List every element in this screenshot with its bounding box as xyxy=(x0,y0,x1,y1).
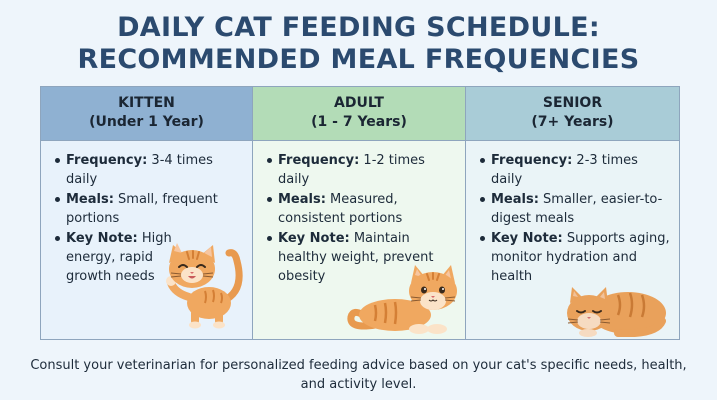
item-text: High energy, rapid growth needs xyxy=(66,231,172,284)
list-item: Key Note: High energy, rapid growth need… xyxy=(53,229,246,286)
adult-age: (1 - 7 Years) xyxy=(311,114,407,130)
senior-column: SENIOR (7+ Years) Frequency: 2-3 times d… xyxy=(466,87,679,339)
item-text: Supports aging, monitor hydration and he… xyxy=(491,231,670,284)
senior-header: SENIOR (7+ Years) xyxy=(466,87,679,141)
adult-list: Frequency: 1-2 times daily Meals: Measur… xyxy=(265,151,459,286)
senior-name: SENIOR xyxy=(542,95,603,111)
item-label: Meals: xyxy=(491,192,539,207)
title-line-2: RECOMMENDED MEAL FREQUENCIES xyxy=(77,44,640,75)
kitten-list: Frequency: 3-4 times daily Meals: Small,… xyxy=(53,151,246,286)
adult-body: Frequency: 1-2 times daily Meals: Measur… xyxy=(253,141,465,339)
adult-column: ADULT (1 - 7 Years) Frequency: 1-2 times… xyxy=(253,87,466,339)
item-text: 1-2 times daily xyxy=(278,153,425,187)
item-text: Maintain healthy weight, prevent obesity xyxy=(278,231,434,284)
kitten-header: KITTEN (Under 1 Year) xyxy=(41,87,252,141)
list-item: Key Note: Maintain healthy weight, preve… xyxy=(265,229,459,286)
kitten-body: Frequency: 3-4 times daily Meals: Small,… xyxy=(41,141,252,339)
item-text: Measured, consistent portions xyxy=(278,192,403,226)
senior-list: Frequency: 2-3 times daily Meals: Smalle… xyxy=(478,151,673,286)
adult-header: ADULT (1 - 7 Years) xyxy=(253,87,465,141)
list-item: Frequency: 3-4 times daily xyxy=(53,151,246,189)
list-item: Key Note: Supports aging, monitor hydrat… xyxy=(478,229,673,286)
item-label: Meals: xyxy=(278,192,326,207)
footer-note: Consult your veterinarian for personaliz… xyxy=(30,358,687,392)
kitten-name: KITTEN xyxy=(118,95,175,111)
item-label: Key Note: xyxy=(278,231,350,246)
senior-age: (7+ Years) xyxy=(531,114,614,130)
sleeping-senior-cat-icon xyxy=(567,287,666,337)
item-label: Frequency: xyxy=(491,153,573,168)
list-item: Meals: Small, frequent portions xyxy=(53,190,246,228)
item-label: Frequency: xyxy=(278,153,360,168)
list-item: Frequency: 2-3 times daily xyxy=(478,151,673,189)
list-item: Meals: Smaller, easier-to-digest meals xyxy=(478,190,673,228)
item-text: 2-3 times daily xyxy=(491,153,638,187)
item-text: Small, frequent portions xyxy=(66,192,218,226)
item-label: Key Note: xyxy=(491,231,563,246)
title-line-1: DAILY CAT FEEDING SCHEDULE: xyxy=(117,12,600,43)
resting-adult-cat-icon xyxy=(347,265,457,334)
item-text: Smaller, easier-to-digest meals xyxy=(491,192,663,226)
feeding-table: KITTEN (Under 1 Year) Frequency: 3-4 tim… xyxy=(40,86,680,340)
senior-body: Frequency: 2-3 times daily Meals: Smalle… xyxy=(466,141,679,339)
kitten-age: (Under 1 Year) xyxy=(89,114,204,130)
list-item: Meals: Measured, consistent portions xyxy=(265,190,459,228)
item-text: 3-4 times daily xyxy=(66,153,213,187)
item-label: Key Note: xyxy=(66,231,138,246)
item-label: Frequency: xyxy=(66,153,148,168)
kitten-column: KITTEN (Under 1 Year) Frequency: 3-4 tim… xyxy=(41,87,253,339)
adult-name: ADULT xyxy=(334,95,384,111)
page-title: DAILY CAT FEEDING SCHEDULE: RECOMMENDED … xyxy=(0,12,717,76)
list-item: Frequency: 1-2 times daily xyxy=(265,151,459,189)
item-label: Meals: xyxy=(66,192,114,207)
playful-kitten-icon xyxy=(166,243,243,329)
